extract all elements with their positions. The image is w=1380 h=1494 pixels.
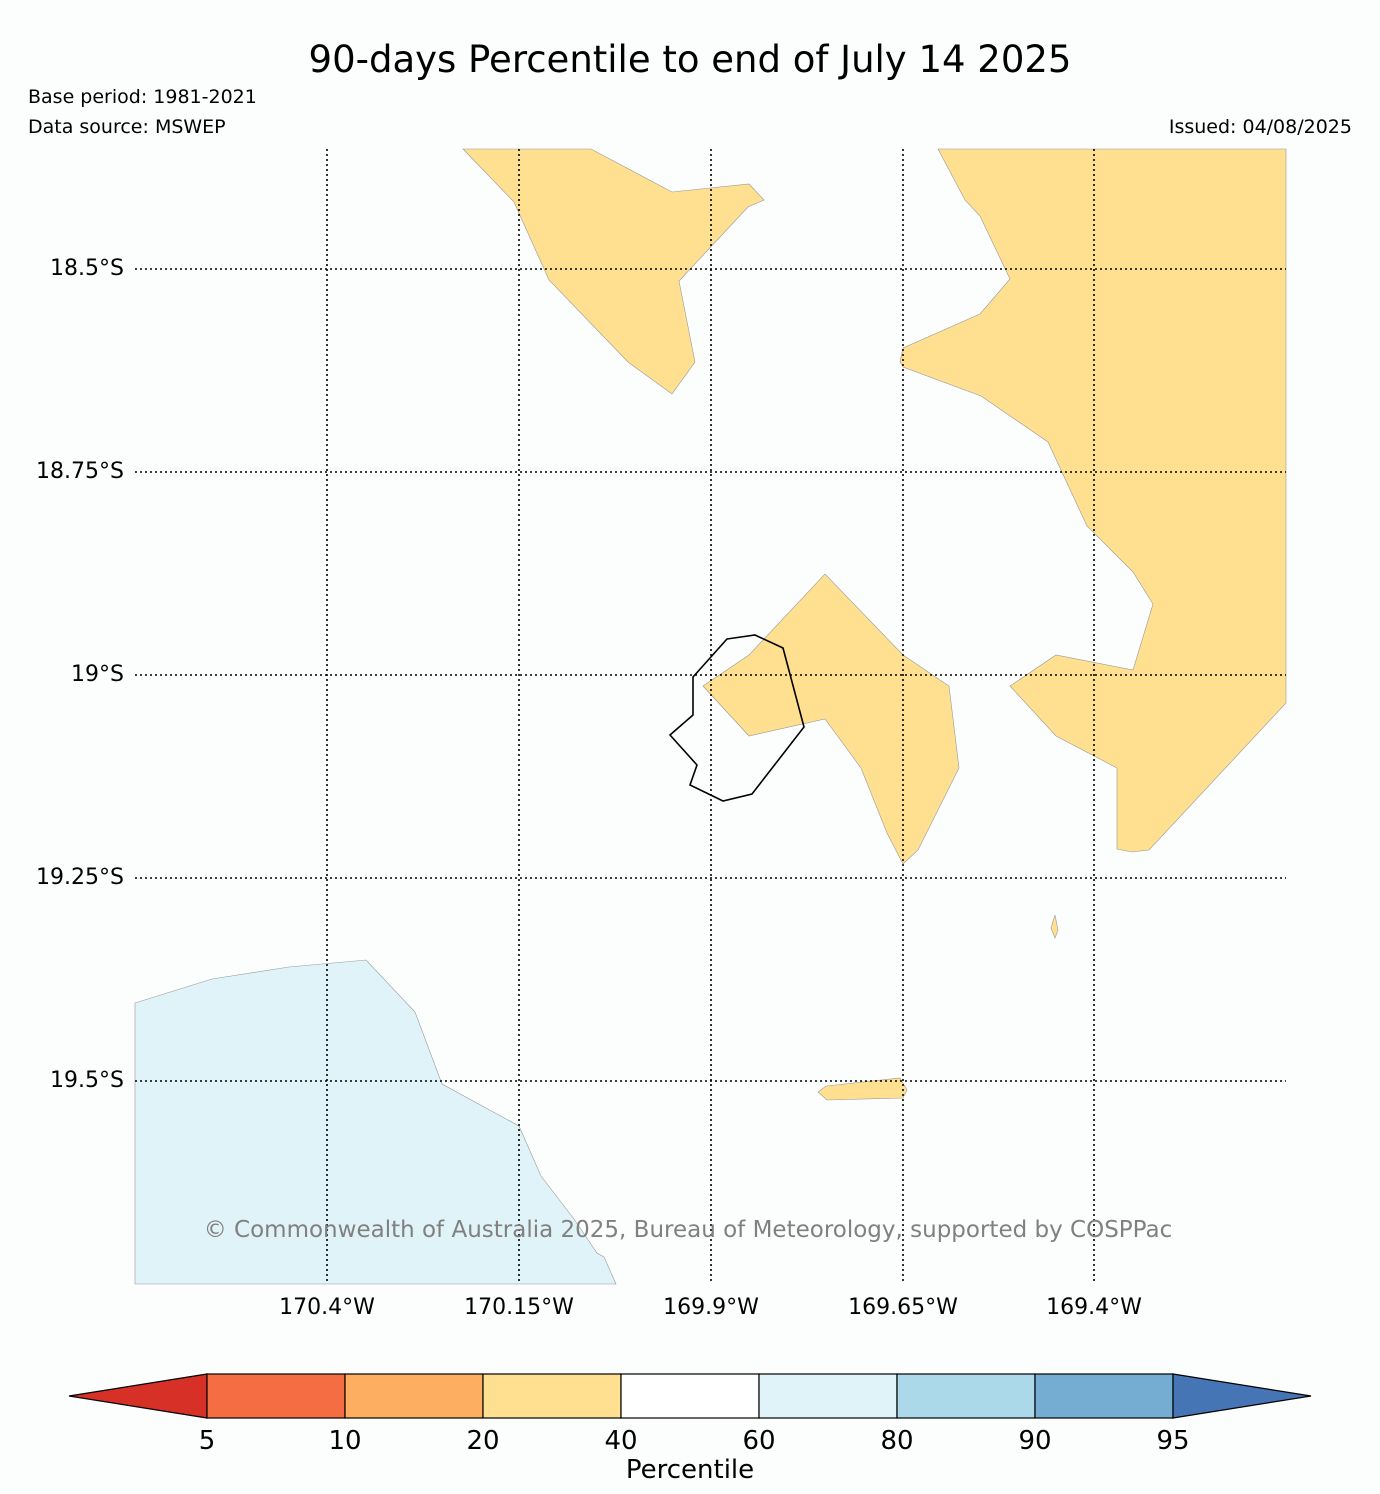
colorbar-tick: 90 [1018,1426,1052,1456]
dry-region-east [899,148,1287,853]
colorbar-extend-low [68,1373,208,1419]
colorbar-extend-high [1172,1373,1312,1419]
lon-label: 169.4°W [1046,1295,1142,1320]
lon-label: 169.9°W [663,1295,759,1320]
copyright-notice: © Commonwealth of Australia 2025, Bureau… [203,1217,1173,1243]
lat-label: 19°S [71,662,124,687]
colorbar-bin [620,1373,760,1419]
lat-label: 19.25°S [36,865,124,890]
colorbar-tick: 60 [742,1426,776,1456]
colorbar-bin [206,1373,346,1419]
issued-date: Issued: 04/08/2025 [1168,116,1352,138]
colorbar-tick: 10 [328,1426,362,1456]
dry-speck [1050,914,1059,939]
colorbar-bin [896,1373,1036,1419]
lat-label: 18.75°S [36,459,124,484]
dry-region-central [702,573,960,865]
colorbar-tick: 5 [198,1426,216,1456]
lon-label: 170.15°W [464,1295,574,1320]
lon-label: 170.4°W [279,1295,375,1320]
colorbar-bin [482,1373,622,1419]
colorbar-bin [1034,1373,1174,1419]
wet-region-southwest [134,959,617,1285]
map-title: 90-days Percentile to end of July 14 202… [308,38,1072,81]
island-outline [668,634,805,802]
colorbar-tick: 80 [880,1426,914,1456]
colorbar-tick: 40 [604,1426,638,1456]
dry-region-south [817,1077,908,1101]
colorbar [68,1373,1312,1419]
graticule [135,149,1286,1284]
lon-label: 169.65°W [848,1295,958,1320]
colorbar-bin [344,1373,484,1419]
lat-label: 18.5°S [50,256,124,281]
colorbar-tick: 20 [466,1426,500,1456]
colorbar-bin [758,1373,898,1419]
lat-label: 19.5°S [50,1068,124,1093]
data-source: Data source: MSWEP [28,116,226,138]
colorbar-label: Percentile [625,1455,755,1485]
dry-region-north [462,148,765,395]
base-period: Base period: 1981-2021 [28,86,257,108]
colorbar-tick: 95 [1156,1426,1190,1456]
